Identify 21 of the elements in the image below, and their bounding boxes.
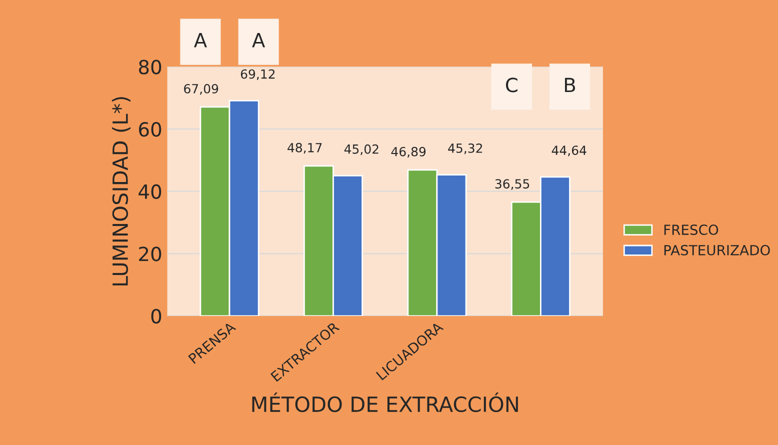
- legend-label: PASTEURIZADO: [664, 244, 770, 256]
- legend-label: FRESCO: [664, 224, 718, 236]
- y-tick-label: 0: [151, 308, 162, 324]
- y-tick-label: 80: [138, 60, 162, 74]
- annotation: B: [564, 78, 576, 92]
- data-label: 45,02: [344, 144, 378, 156]
- text: A: [194, 33, 207, 48]
- data-label: 69,12: [240, 69, 275, 80]
- data-label: 36,55: [495, 179, 530, 190]
- y-tick-label: 60: [139, 122, 162, 137]
- data-label: 45,32: [448, 143, 482, 154]
- x-axis-title: MÉTODO DE EXTRACCIÓN: [252, 392, 518, 412]
- data-label: 67,09: [184, 84, 218, 95]
- data-label: 44,64: [552, 146, 586, 156]
- data-label: 48,17: [288, 142, 322, 154]
- y-tick-label: 40: [138, 184, 162, 200]
- data-label: 46,89: [391, 146, 426, 158]
- annotation: C: [506, 78, 518, 92]
- text: A: [252, 33, 266, 48]
- y-tick-label: 20: [139, 246, 162, 262]
- y-axis-title: LUMINOSIDAD (L*): [112, 97, 131, 286]
